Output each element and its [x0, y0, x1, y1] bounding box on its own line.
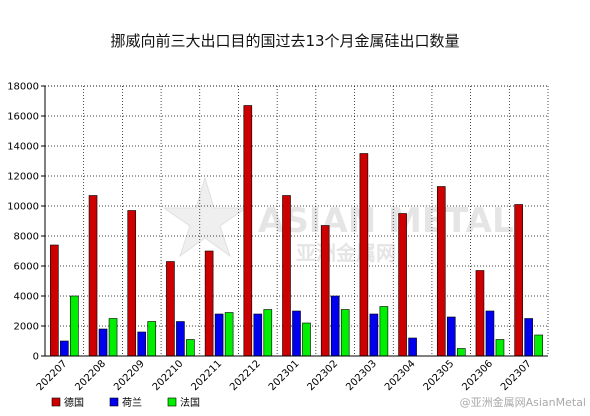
bar-202306-2: [495, 339, 505, 357]
bar-202304-0: [398, 213, 407, 357]
x-tick-label: 202211: [189, 358, 224, 393]
bar-202207-0: [50, 244, 59, 357]
bar-202208-1: [98, 328, 108, 357]
bar-202212-1: [253, 313, 263, 357]
bar-202303-1: [369, 313, 379, 357]
x-tick-label: 202307: [499, 358, 534, 393]
x-tick-label: 202212: [228, 358, 263, 393]
y-tick-label: 2000: [14, 322, 39, 333]
x-tick-label: 202208: [73, 358, 108, 393]
bar-202207-1: [60, 340, 69, 357]
watermark-cn: 亚洲金属网: [296, 241, 396, 265]
x-tick-label: 202303: [344, 358, 379, 393]
bar-202211-2: [224, 312, 234, 357]
y-tick-label: 12000: [7, 172, 39, 183]
bar-202301-0: [282, 195, 291, 357]
bar-202307-1: [524, 318, 533, 357]
x-tick-label: 202306: [460, 358, 495, 393]
chart-title: 挪威向前三大出口目的国过去13个月金属硅出口数量: [110, 32, 459, 50]
watermark-star-icon: [162, 176, 248, 258]
bar-202302-2: [340, 309, 350, 357]
y-tick-label: 0: [33, 352, 39, 363]
bar-202305-1: [446, 316, 456, 357]
axes: [41, 85, 548, 357]
bar-202304-1: [408, 337, 417, 357]
bar-202307-2: [534, 334, 543, 357]
legend-swatch-0: [51, 397, 61, 407]
bar-202302-0: [320, 225, 330, 357]
bar-202210-2: [186, 339, 195, 357]
bar-202305-0: [436, 186, 446, 357]
watermark-text: ASIAN METAL: [258, 201, 514, 241]
x-tick-label: 202301: [267, 358, 302, 393]
bar-202305-2: [456, 348, 466, 357]
bar-202210-1: [176, 321, 185, 357]
bar-202209-0: [127, 210, 137, 357]
x-tick-label: 202304: [383, 358, 418, 393]
x-tick-label: 202207: [35, 358, 70, 393]
legend-label-0: 德国: [64, 396, 84, 409]
bar-202301-2: [302, 322, 311, 357]
x-tick-labels: 202207 202208 202209 202210 202211 202212 2023…: [35, 358, 534, 393]
bar-202208-2: [108, 318, 118, 357]
bar-202207-2: [70, 295, 79, 357]
bar-202303-2: [379, 306, 389, 357]
legend-label-1: 荷兰: [122, 396, 142, 409]
x-tick-label: 202209: [112, 358, 147, 393]
bar-202211-1: [214, 313, 224, 357]
bar-202209-1: [137, 331, 147, 357]
bar-202212-2: [263, 309, 273, 357]
bar-202212-0: [243, 105, 253, 357]
y-tick-labels: 0 2000 4000 6000 8000 10000 12000 14000 16000 180…: [7, 82, 39, 363]
legend-swatch-1: [109, 397, 119, 407]
x-tick-label: 202302: [306, 358, 341, 393]
bar-202303-0: [359, 153, 369, 357]
watermark: ASIAN METAL 亚洲金属网: [162, 176, 514, 265]
y-tick-label: 16000: [7, 112, 39, 123]
grid: [45, 85, 549, 356]
bar-202211-0: [204, 250, 214, 357]
y-tick-label: 14000: [7, 142, 39, 153]
y-tick-label: 10000: [7, 202, 39, 213]
y-tick-label: 18000: [7, 82, 39, 93]
bar-202209-2: [147, 321, 157, 357]
bar-202210-0: [166, 261, 175, 357]
y-tick-label: 8000: [14, 232, 39, 243]
bar-202302-1: [330, 295, 340, 357]
watermark-credit: @亚洲金属网AsianMetal: [460, 395, 586, 409]
legend-label-2: 法国: [180, 396, 200, 409]
bar-202306-1: [485, 310, 495, 357]
bar-202307-0: [514, 204, 523, 357]
y-tick-label: 6000: [14, 262, 39, 273]
bar-202306-0: [475, 270, 485, 357]
x-tick-label: 202305: [422, 358, 457, 393]
bar-202301-1: [292, 310, 301, 357]
bar-202208-0: [88, 195, 98, 357]
legend: 德国 荷兰 法国: [51, 396, 200, 409]
y-tick-label: 4000: [14, 292, 39, 303]
legend-swatch-2: [167, 397, 177, 407]
x-tick-label: 202210: [151, 358, 186, 393]
